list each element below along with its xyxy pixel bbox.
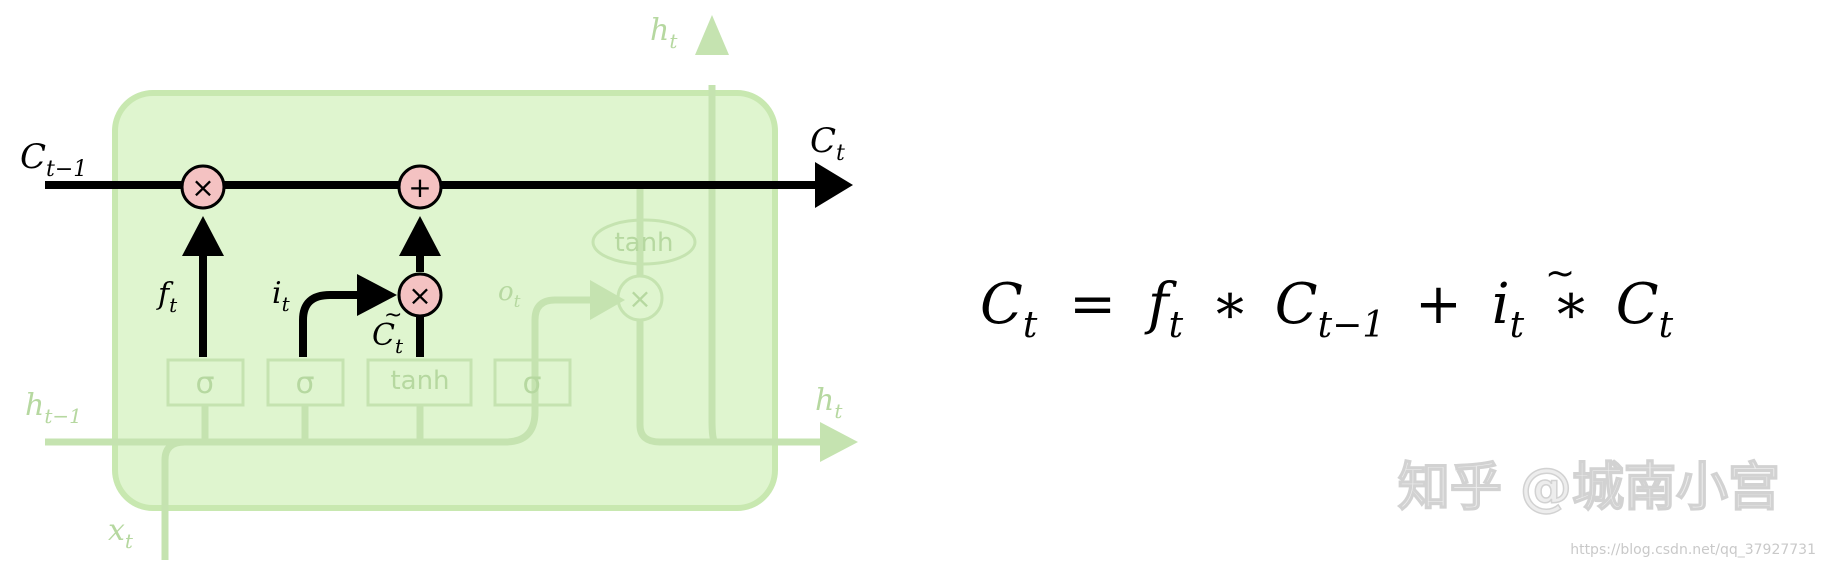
gate-sigma-3-box xyxy=(493,358,572,407)
c-tilde-mark: ~ xyxy=(384,303,402,328)
gate-tanh: tanh xyxy=(390,366,449,396)
faded-mul-symbol: × xyxy=(628,282,651,315)
h-top-label: ht xyxy=(650,13,678,53)
forget-mul-op xyxy=(180,164,226,210)
h-right-label: ht xyxy=(815,383,843,423)
c-prev-label: Ct−1 xyxy=(20,137,87,182)
h-top-arrow xyxy=(695,15,729,55)
h-prev-label: ht−1 xyxy=(25,388,82,428)
add-op xyxy=(397,164,443,210)
f-gate-arrow xyxy=(182,216,224,256)
faded-mul-op xyxy=(616,274,664,322)
x-input-label: xt xyxy=(108,513,134,553)
h-right-arrow xyxy=(820,422,858,462)
gate-sigma-2-box xyxy=(266,358,345,407)
tanh-out-oval xyxy=(591,218,697,266)
tanh-out-label: tanh xyxy=(614,228,673,258)
watermark-url: https://blog.csdn.net/qq_37927731 xyxy=(1570,542,1816,558)
input-mul-op xyxy=(397,272,443,318)
faded-gates xyxy=(166,218,697,407)
c-out-label: Ct xyxy=(810,121,845,166)
watermark-text: 知乎 @城南小宫 xyxy=(1398,458,1780,518)
gate-sigma-1: σ xyxy=(195,366,214,401)
lstm-cell xyxy=(112,90,778,511)
forget-mul-symbol: × xyxy=(191,171,214,204)
c-out-arrow xyxy=(815,162,853,208)
c-tilde-arrow xyxy=(399,216,441,256)
gate-tanh-box xyxy=(366,358,473,407)
gate-sigma-1-box xyxy=(166,358,245,407)
equation-tilde-mark: ~ xyxy=(1545,253,1575,294)
i-gate-arrow xyxy=(357,274,397,316)
add-symbol: + xyxy=(408,171,431,204)
faded-hidden-path xyxy=(45,85,825,560)
i-gate-label: it xyxy=(272,276,291,316)
o-gate-label: ot xyxy=(498,277,521,312)
o-gate-arrow xyxy=(590,280,625,320)
c-tilde-label: Ct xyxy=(372,318,404,358)
gate-sigma-3: σ xyxy=(522,366,541,401)
gate-sigma-2: σ xyxy=(295,366,314,401)
input-mul-symbol: × xyxy=(408,279,431,312)
